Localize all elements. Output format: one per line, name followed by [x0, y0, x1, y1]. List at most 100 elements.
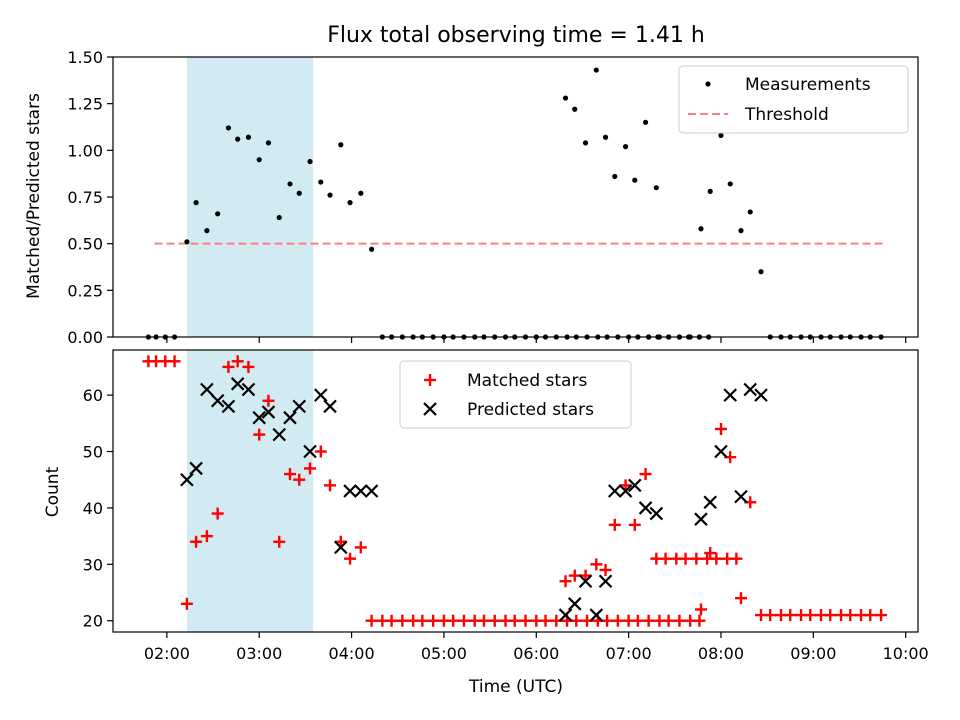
- predicted-star-marker: [364, 484, 379, 498]
- matched-star-marker: [690, 552, 703, 565]
- matched-star-marker: [659, 552, 672, 565]
- predicted-star-marker: [694, 512, 708, 526]
- legend-predicted-marker: [423, 402, 437, 416]
- measurement-point: [698, 226, 704, 232]
- measurement-point: [612, 173, 618, 180]
- measurement-point: [562, 95, 569, 101]
- matched-star-marker: [639, 468, 652, 481]
- measurement-point: [738, 228, 744, 234]
- matched-star-marker: [734, 592, 747, 605]
- predicted-star-marker: [558, 608, 573, 622]
- matched-star-marker: [784, 609, 797, 622]
- matched-star-marker: [619, 479, 632, 492]
- measurement-point: [593, 67, 599, 73]
- matched-star-marker: [447, 614, 460, 627]
- matched-star-marker: [416, 614, 429, 627]
- predicted-star-marker: [230, 377, 245, 391]
- matched-star-marker: [180, 597, 193, 610]
- predicted-star-marker: [589, 608, 604, 622]
- shaded-interval: [186, 57, 314, 337]
- measurement-point: [235, 136, 241, 142]
- figure-title: Flux total observing time = 1.41 h: [327, 23, 705, 48]
- measurement-point: [318, 179, 324, 185]
- bottom-ylabel: Count: [43, 466, 63, 517]
- measurement-point: [582, 140, 589, 146]
- measurement-point: [368, 246, 375, 252]
- measurement-point: [707, 188, 713, 194]
- predicted-star-marker: [743, 382, 758, 397]
- matched-star-marker: [844, 609, 857, 622]
- matched-star-marker: [168, 355, 181, 368]
- y-tick-label: 20: [83, 612, 103, 631]
- matched-star-marker: [864, 609, 877, 622]
- predicted-star-marker: [649, 506, 664, 521]
- matched-star-marker: [211, 507, 224, 520]
- y-tick-label: 1.25: [67, 95, 103, 114]
- measurement-point: [265, 140, 272, 146]
- matched-star-marker: [568, 569, 581, 582]
- matched-star-marker: [262, 394, 275, 407]
- legend: Measurements Threshold: [678, 65, 909, 134]
- matched-star-marker: [804, 609, 817, 622]
- matched-star-marker: [539, 614, 552, 627]
- measurement-point: [572, 106, 578, 112]
- predicted-star-marker: [210, 393, 225, 408]
- matched-star-marker: [488, 614, 501, 627]
- predicted-star-marker: [618, 484, 633, 498]
- legend: Matched stars Predicted stars: [399, 360, 632, 429]
- matched-star-marker: [519, 614, 532, 627]
- predicted-star-marker: [221, 399, 236, 414]
- legend-matched-marker: [424, 374, 436, 386]
- predicted-star-marker: [241, 382, 256, 397]
- matched-star-marker: [662, 614, 675, 627]
- matched-star-marker: [628, 518, 641, 531]
- measurement-point: [287, 181, 293, 187]
- top-panel: 0.00 0.25 0.50 0.75 1.00 1.25 1.50 Measurements…: [67, 48, 919, 347]
- measurement-point: [727, 181, 733, 187]
- x-tick-label: 02:00: [144, 644, 190, 663]
- measurement-point: [758, 269, 764, 275]
- matched-star-marker: [253, 428, 266, 441]
- predicted-star-marker: [314, 388, 328, 402]
- matched-star-marker: [710, 552, 723, 565]
- measurement-point: [358, 190, 364, 196]
- matched-star-marker: [427, 614, 440, 627]
- predicted-star-marker: [180, 472, 194, 487]
- x-tick-label: 09:00: [790, 644, 836, 663]
- matched-star-marker: [396, 614, 409, 627]
- y-tick-label: 0.75: [67, 188, 103, 207]
- predicted-star-marker: [628, 478, 642, 493]
- predicted-star-marker: [261, 405, 276, 419]
- bottom-panel: 20 30 40 50 60 02:00 03:00 04:00 05:00 06:00 07:00…: [83, 349, 929, 663]
- measurement-point: [215, 211, 221, 217]
- matched-star-marker: [730, 552, 743, 565]
- predicted-star-marker: [189, 461, 203, 476]
- predicted-star-marker: [252, 410, 267, 425]
- matched-star-marker: [601, 614, 614, 627]
- predicted-star-marker: [714, 444, 728, 459]
- matched-star-marker: [875, 609, 888, 622]
- legend-measurement-marker: [705, 81, 711, 87]
- shaded-interval: [186, 350, 314, 632]
- matched-star-marker: [559, 575, 572, 588]
- measurement-point: [718, 132, 724, 138]
- matched-star-marker: [385, 614, 398, 627]
- predicted-star-marker: [723, 388, 737, 402]
- predicted-star-marker: [200, 382, 214, 397]
- measurement-point: [296, 190, 302, 196]
- x-axis-label: Time (UTC): [468, 677, 563, 697]
- matched-star-marker: [694, 603, 707, 616]
- y-tick-label: 1.00: [67, 141, 103, 160]
- top-ylabel: Matched/Predicted stars: [24, 93, 44, 299]
- matched-star-marker: [673, 614, 686, 627]
- predicted-star-marker: [638, 501, 653, 515]
- x-tick-label: 06:00: [513, 644, 559, 663]
- measurement-point: [602, 134, 609, 140]
- x-tick-label: 08:00: [698, 644, 744, 663]
- measurement-point: [747, 209, 753, 215]
- predicted-star-marker: [272, 427, 287, 442]
- legend-label-matched: Matched stars: [467, 371, 587, 391]
- matched-star-marker: [324, 479, 337, 492]
- y-tick-label: 0.50: [67, 235, 103, 254]
